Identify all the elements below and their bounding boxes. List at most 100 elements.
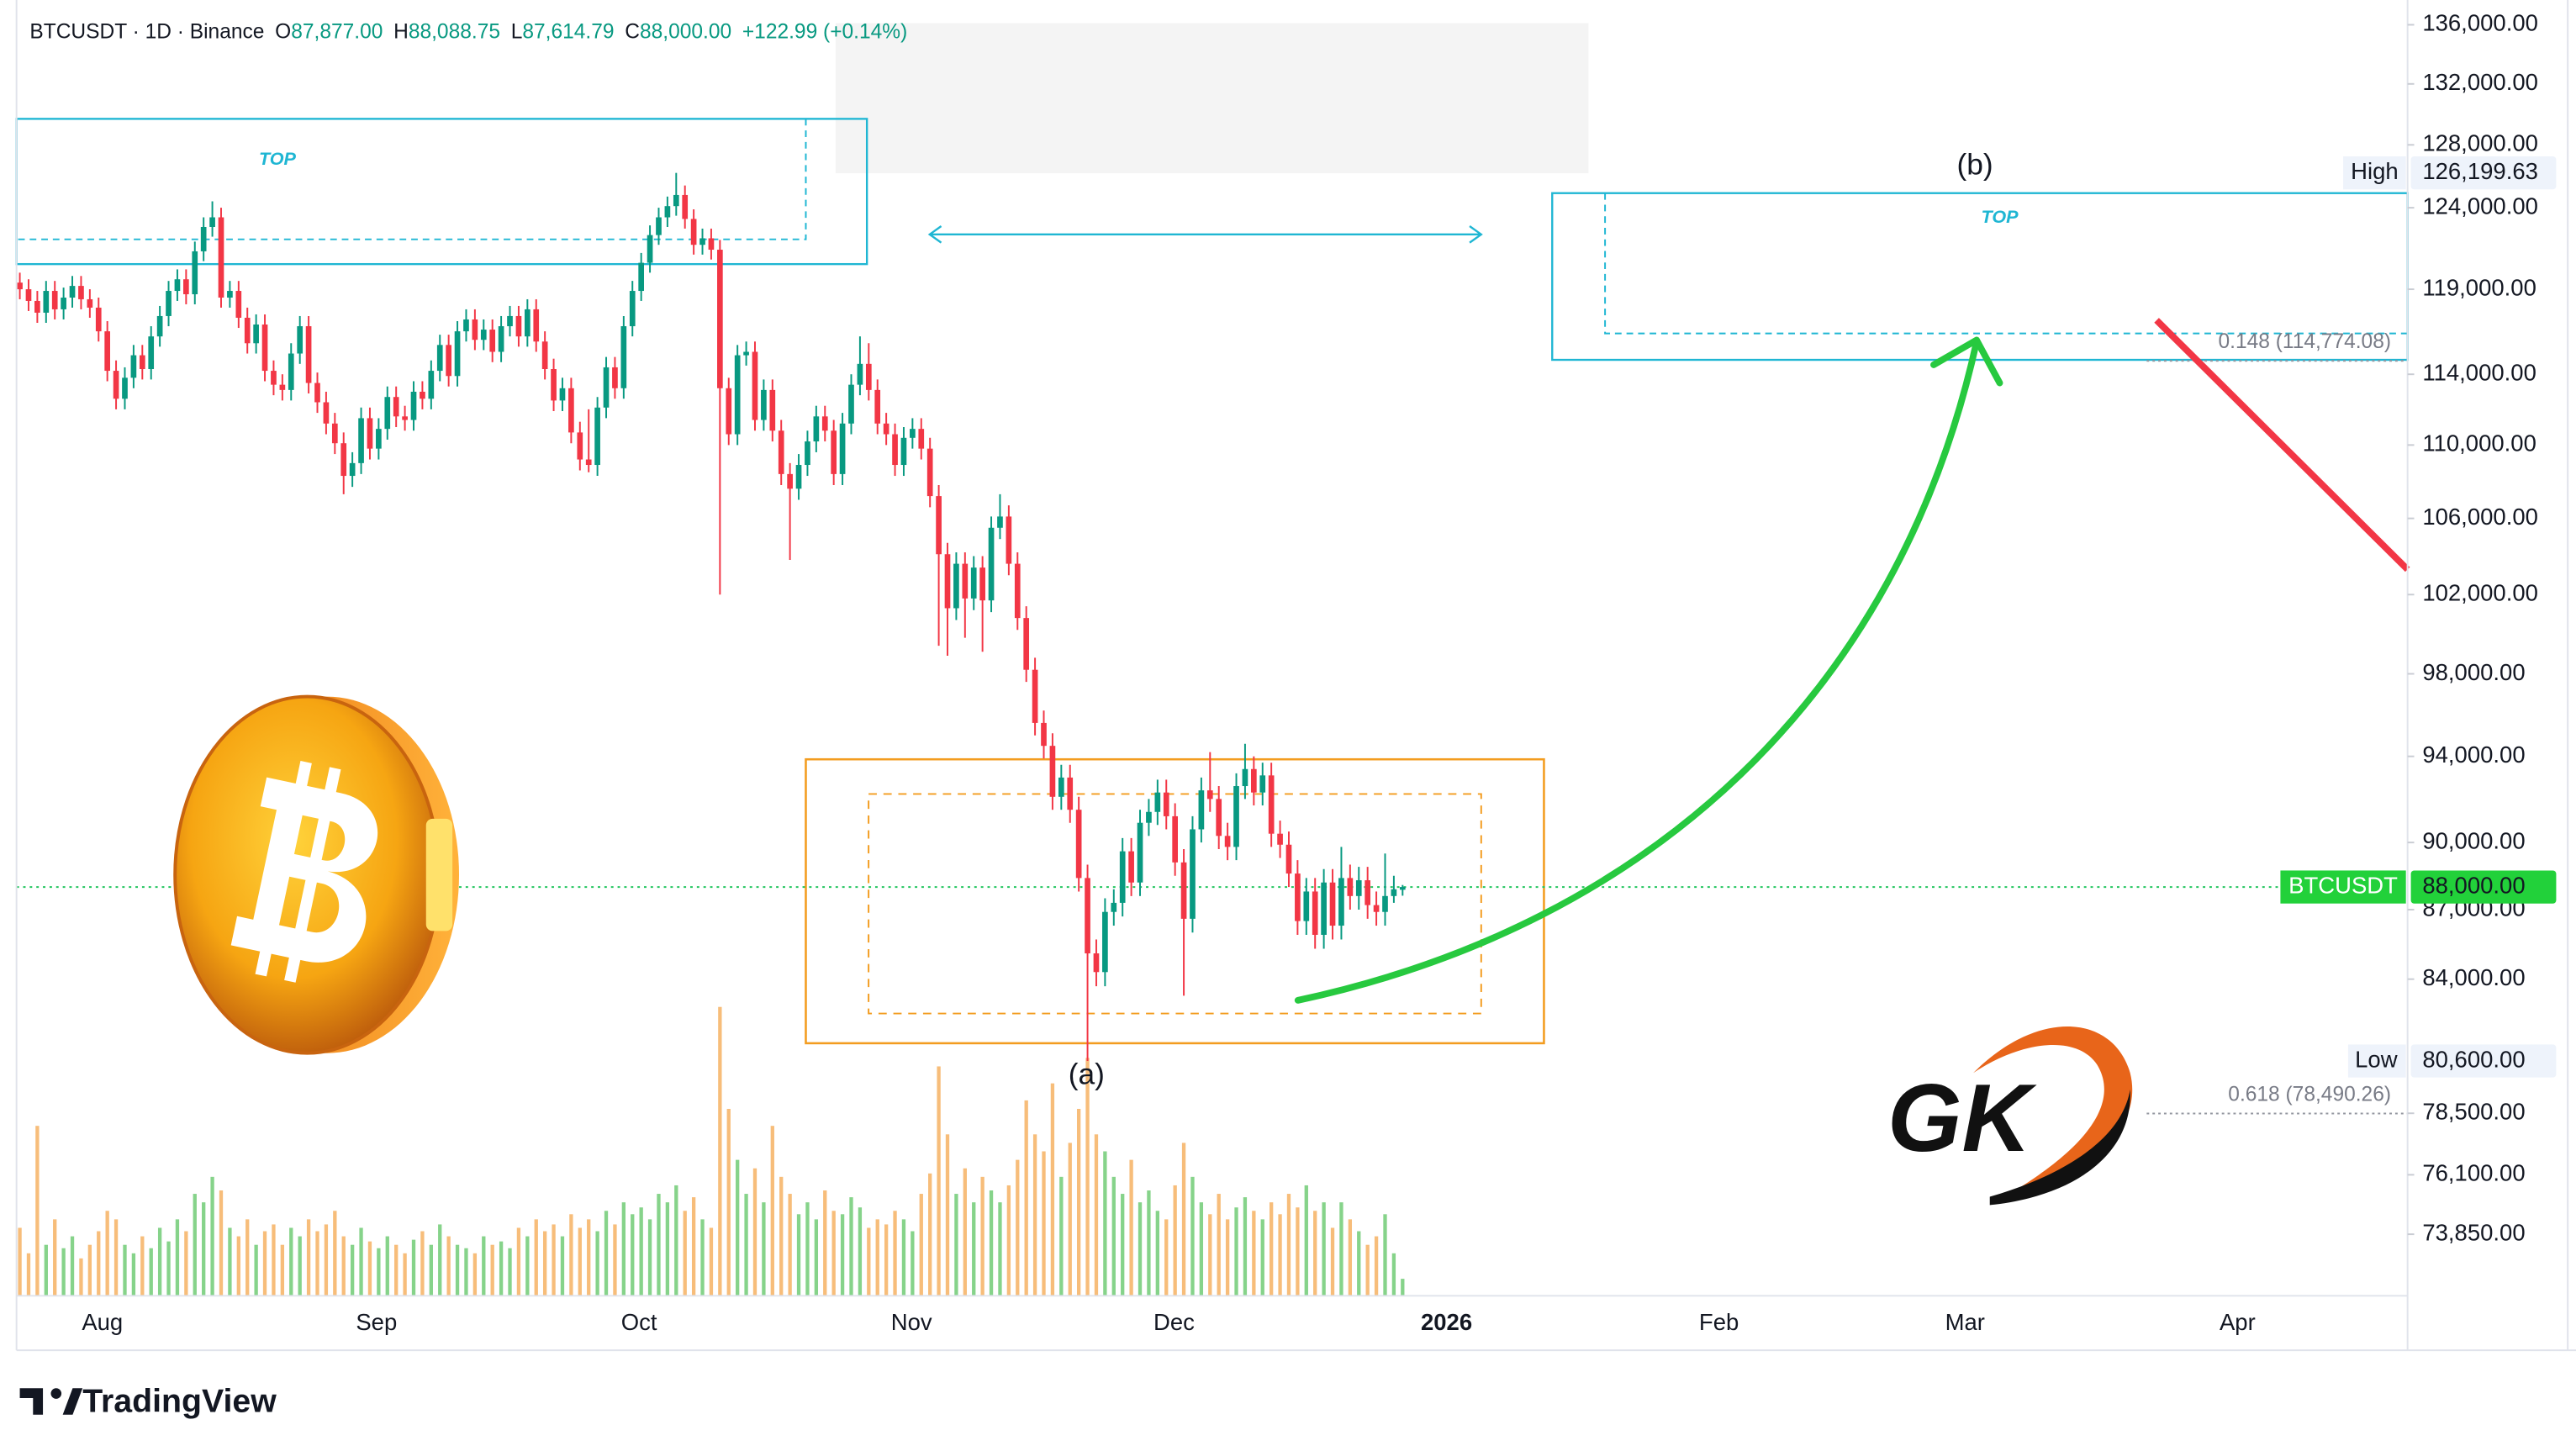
volume-bar <box>631 1214 635 1296</box>
candle-body <box>393 397 399 417</box>
candle-body <box>620 326 627 388</box>
y-tick-label: 136,000.00 <box>2422 10 2538 36</box>
y-tick-label: 73,850.00 <box>2422 1219 2525 1245</box>
volume-bar <box>359 1227 363 1296</box>
x-tick-label: 2026 <box>1421 1309 1472 1335</box>
volume-bar <box>770 1126 774 1296</box>
candle-body <box>857 363 863 385</box>
volume-bar <box>149 1248 153 1296</box>
candle-body <box>1190 829 1196 919</box>
candle-body <box>559 388 566 401</box>
volume-bar <box>840 1214 845 1296</box>
volume-bar <box>70 1236 75 1296</box>
candle-body <box>1285 844 1292 874</box>
volume-bar <box>184 1231 188 1296</box>
candle-body <box>1338 878 1344 926</box>
brand: TradingView <box>82 1382 277 1419</box>
candle-body <box>594 407 600 466</box>
volume-bar <box>1339 1202 1343 1296</box>
candle-body <box>1172 815 1178 863</box>
candle-body <box>402 416 408 420</box>
x-tick-label: Nov <box>891 1309 932 1335</box>
volume-bar <box>1278 1214 1282 1296</box>
volume-bar <box>587 1219 591 1296</box>
candle-body <box>69 286 76 298</box>
candle-body <box>1365 880 1371 905</box>
volume-bar <box>1032 1134 1037 1296</box>
volume-bar <box>298 1236 302 1296</box>
candle-body <box>261 325 268 372</box>
candle-body <box>734 355 741 435</box>
candle-body <box>787 473 793 489</box>
x-tick-label: Oct <box>621 1309 657 1335</box>
volume-bar <box>289 1227 293 1296</box>
candle-body <box>1128 851 1134 883</box>
x-tick-label: Apr <box>2220 1309 2256 1335</box>
candle-body <box>813 416 820 442</box>
candle-body <box>690 219 697 245</box>
candle-body <box>953 563 959 609</box>
ohlc-label: O <box>275 21 291 44</box>
volume-bar <box>1121 1194 1125 1296</box>
candle-body <box>1093 953 1100 973</box>
candle-body <box>970 567 977 599</box>
candle-body <box>761 389 767 420</box>
candle-body <box>480 330 487 340</box>
candle-body <box>962 563 969 599</box>
volume-bar <box>736 1159 740 1296</box>
candle-body <box>367 418 373 449</box>
volume-bar <box>1304 1185 1308 1296</box>
volume-bar <box>490 1244 494 1296</box>
volume-bar <box>884 1224 889 1296</box>
volume-bar <box>464 1248 468 1296</box>
volume-bar <box>595 1231 599 1296</box>
price-tag-box <box>2347 1044 2406 1078</box>
volume-bar <box>788 1194 792 1296</box>
y-tick-label: 76,100.00 <box>2422 1160 2525 1186</box>
volume-bar <box>1357 1231 1361 1296</box>
candle-body <box>507 315 513 327</box>
candle-body <box>1180 862 1187 919</box>
y-tick-label: 114,000.00 <box>2422 359 2536 385</box>
volume-bar <box>805 1202 810 1296</box>
volume-bar <box>665 1202 670 1296</box>
volume-bar <box>123 1244 127 1296</box>
volume-bar <box>972 1202 976 1296</box>
candle-body <box>883 423 889 435</box>
volume-bar <box>578 1227 582 1296</box>
candle-body <box>235 291 242 318</box>
volume-bar <box>315 1231 319 1296</box>
candle-body <box>673 194 679 207</box>
ohlc-label: H <box>393 21 409 44</box>
candle-body <box>297 326 304 354</box>
candle-body <box>612 367 618 388</box>
volume-bar <box>674 1185 678 1296</box>
volume-bar <box>858 1207 863 1296</box>
candle-body <box>1154 792 1161 812</box>
candle-body <box>192 251 198 295</box>
volume-bar <box>1199 1202 1204 1296</box>
volume-bar <box>97 1231 101 1296</box>
candle-body <box>1137 822 1143 883</box>
volume-bar <box>1050 1083 1055 1296</box>
volume-bar <box>525 1236 530 1296</box>
x-tick-label: Mar <box>1945 1309 1985 1335</box>
volume-bar <box>867 1227 871 1296</box>
volume-bar <box>657 1194 661 1296</box>
volume-bar <box>945 1134 950 1296</box>
candle-body <box>1233 786 1239 847</box>
candle-body <box>541 341 548 370</box>
candle-body <box>183 279 189 295</box>
candle-body <box>988 527 995 601</box>
candle-body <box>1399 887 1406 890</box>
candle-body <box>638 262 644 292</box>
volume-bar <box>691 1197 696 1296</box>
volume-bar <box>61 1248 66 1296</box>
candle-body <box>936 496 942 555</box>
blurred-area <box>835 23 1589 174</box>
candle-body <box>603 367 610 408</box>
ohlc-label: C <box>625 21 640 44</box>
y-tick-label: 110,000.00 <box>2422 430 2536 456</box>
candle-body <box>1085 878 1090 954</box>
volume-bar <box>26 1253 31 1296</box>
